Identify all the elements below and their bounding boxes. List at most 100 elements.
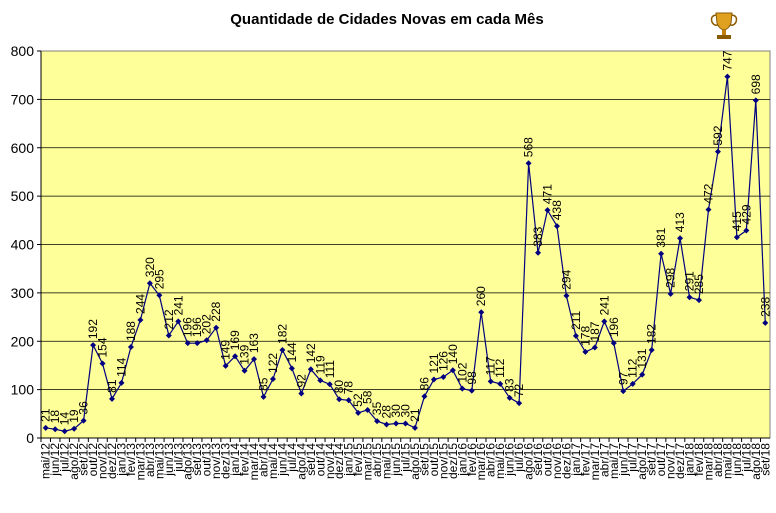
data-point: [42, 424, 49, 431]
y-tick-label: 300: [11, 285, 35, 301]
data-point: [184, 340, 191, 347]
x-tick-label: fev/14: [238, 443, 252, 476]
data-label: 81: [105, 379, 119, 393]
x-tick-label: mar/14: [247, 443, 261, 481]
data-label: 241: [597, 295, 611, 315]
data-label: 182: [645, 324, 659, 344]
data-label: 35: [370, 401, 384, 415]
x-tick-label: jun/16: [503, 443, 517, 477]
x-tick-label: mai/12: [39, 443, 53, 479]
data-point: [336, 396, 343, 403]
data-point: [610, 340, 617, 347]
data-label: 142: [304, 343, 318, 363]
data-label: 212: [162, 309, 176, 329]
data-point: [724, 73, 731, 80]
data-label: 36: [77, 401, 91, 415]
y-axis-ticks: 0 100 200 300 400 500 600 700 800: [11, 43, 41, 446]
data-label: 21: [39, 408, 53, 422]
data-point: [743, 227, 750, 234]
data-point: [535, 249, 542, 256]
x-tick-label: set/17: [645, 443, 659, 476]
x-tick-label: ago/12: [67, 443, 81, 480]
data-point: [506, 394, 513, 401]
x-tick-label: nov/12: [96, 443, 110, 479]
x-tick-label: jun/14: [275, 443, 289, 477]
x-tick-label: mai/14: [266, 443, 280, 479]
data-label: 21: [408, 408, 422, 422]
x-tick-label: abr/15: [370, 443, 384, 477]
x-tick-label: nov/14: [323, 443, 337, 479]
data-label: 187: [588, 321, 602, 341]
x-tick-label: out/15: [427, 443, 441, 477]
x-tick-label: mai/16: [493, 443, 507, 479]
data-point: [146, 280, 153, 287]
data-label: 102: [455, 362, 469, 382]
x-tick-label: jul/12: [58, 443, 72, 473]
data-point: [468, 387, 475, 394]
x-tick-label: out/14: [313, 443, 327, 477]
data-point: [345, 397, 352, 404]
data-label: 295: [152, 269, 166, 289]
data-point: [279, 346, 286, 353]
data-label: 413: [673, 212, 687, 232]
data-point: [307, 366, 314, 373]
x-tick-label: jan/14: [228, 443, 242, 477]
x-tick-label: nov/16: [550, 443, 564, 479]
data-point: [355, 409, 362, 416]
data-label: 241: [171, 295, 185, 315]
data-label: 568: [522, 137, 536, 157]
data-point: [127, 344, 134, 351]
data-label: 114: [114, 357, 128, 376]
data-label: 83: [503, 378, 517, 392]
x-tick-label: abr/13: [143, 443, 157, 477]
data-labels: 2118141936192154811141882443202952122411…: [39, 50, 773, 425]
data-label: 80: [332, 380, 346, 394]
data-label: 472: [701, 183, 715, 203]
x-tick-label: mar/18: [701, 443, 715, 481]
data-label: 126: [436, 351, 450, 371]
y-tick-label: 400: [11, 237, 35, 253]
y-tick-label: 800: [11, 43, 35, 59]
x-tick-label: abr/18: [711, 443, 725, 477]
data-label: 211: [569, 310, 583, 329]
data-point: [620, 388, 627, 395]
x-tick-label: jan/17: [569, 443, 583, 477]
data-label: 58: [361, 390, 375, 404]
x-tick-label: dez/16: [559, 443, 573, 479]
data-point: [629, 380, 636, 387]
data-label: 320: [143, 257, 157, 277]
data-label: 202: [200, 314, 214, 334]
data-label: 112: [626, 358, 640, 377]
data-point: [667, 290, 674, 297]
x-tick-label: set/18: [758, 443, 772, 476]
x-tick-label: jul/16: [512, 443, 526, 473]
data-point: [601, 318, 608, 325]
data-point: [241, 367, 248, 374]
data-label: 122: [266, 353, 280, 373]
data-point: [582, 348, 589, 355]
data-point: [440, 374, 447, 381]
data-label: 18: [48, 410, 62, 424]
x-axis-ticks: mai/12jun/12jul/12ago/12set/12out/12nov/…: [39, 438, 772, 481]
data-label: 178: [578, 326, 592, 346]
x-tick-label: out/17: [654, 443, 668, 477]
data-point: [194, 340, 201, 347]
data-label: 78: [342, 381, 356, 395]
data-point: [109, 395, 116, 402]
data-label: 192: [86, 319, 100, 339]
data-label: 291: [683, 271, 697, 291]
x-tick-label: jun/13: [162, 443, 176, 477]
y-tick-label: 200: [11, 333, 35, 349]
data-label: 131: [635, 348, 649, 368]
x-tick-label: set/15: [417, 443, 431, 476]
data-point: [497, 380, 504, 387]
data-point: [317, 377, 324, 384]
data-point: [71, 425, 78, 432]
data-point: [411, 424, 418, 431]
data-label: 149: [219, 340, 233, 360]
trophy-icon: [710, 12, 738, 39]
x-tick-label: nov/17: [664, 443, 678, 479]
data-label: 144: [285, 342, 299, 362]
